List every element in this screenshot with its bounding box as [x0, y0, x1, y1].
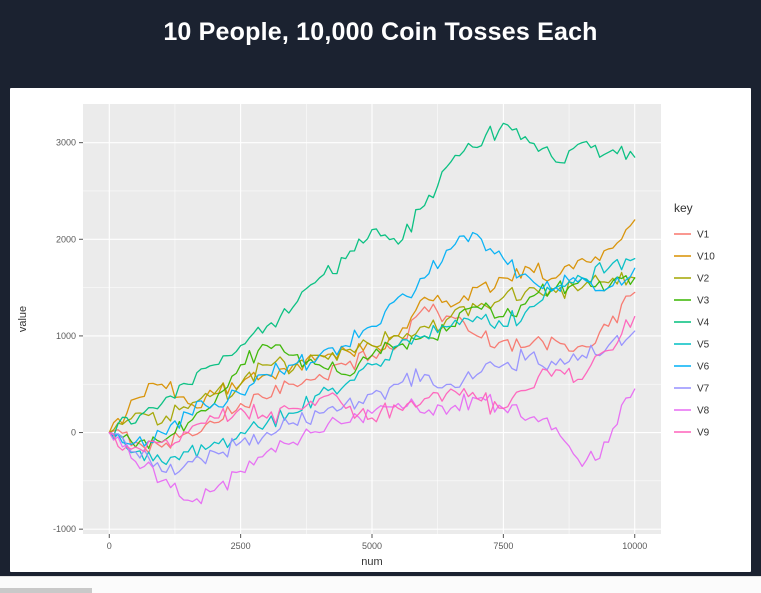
- legend-label-V6: V6: [697, 362, 710, 373]
- legend-label-V3: V3: [697, 296, 710, 307]
- series-line-V4: [108, 122, 635, 437]
- y-tick-label: 2000: [55, 234, 75, 244]
- bottom-strip-accent: [0, 588, 92, 593]
- coin-toss-line-chart: 0 2500 5000 7500 10000 -1000 0 1000 2000 3000 num v…: [17, 104, 715, 566]
- y-axis-title: value: [17, 306, 29, 332]
- x-tick-label: 5000: [361, 541, 381, 551]
- series-line-V3: [108, 274, 635, 450]
- x-tick-label: 2500: [230, 541, 250, 551]
- chart-card: 0 2500 5000 7500 10000 -1000 0 1000 2000 3000 num v…: [10, 88, 751, 572]
- legend-label-V7: V7: [697, 384, 710, 395]
- y-tick-label: 3000: [55, 138, 75, 148]
- series-line-V8: [108, 388, 635, 505]
- y-tick-label: 0: [70, 428, 75, 438]
- x-tick-label: 0: [106, 541, 111, 551]
- legend-label-V10: V10: [697, 252, 715, 263]
- legend-title: key: [674, 201, 693, 215]
- page-title: 10 People, 10,000 Coin Tosses Each: [163, 18, 598, 46]
- legend-label-V1: V1: [697, 230, 710, 241]
- legend-label-V4: V4: [697, 318, 710, 329]
- series-line-V6: [108, 231, 635, 447]
- legend-label-V2: V2: [697, 274, 710, 285]
- series-line-V9: [108, 315, 635, 453]
- legend-label-V9: V9: [697, 428, 710, 439]
- bottom-strip: [0, 576, 761, 593]
- legend-label-V5: V5: [697, 340, 710, 351]
- legend-label-V8: V8: [697, 406, 710, 417]
- x-axis-title: num: [361, 556, 382, 566]
- y-tick-label: -1000: [52, 524, 75, 534]
- x-tick-label: 10000: [622, 541, 647, 551]
- x-tick-label: 7500: [493, 541, 513, 551]
- y-tick-label: 1000: [55, 331, 75, 341]
